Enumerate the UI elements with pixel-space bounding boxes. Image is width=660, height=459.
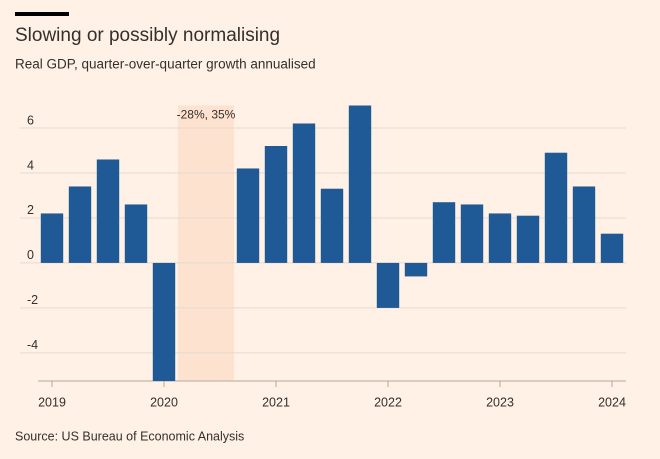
x-tick-label: 2024 <box>598 395 626 409</box>
bar <box>460 204 484 263</box>
bar <box>404 262 428 277</box>
bar <box>376 262 400 308</box>
bar <box>96 159 120 263</box>
bar <box>124 204 148 263</box>
y-tick-label: 0 <box>27 248 34 262</box>
bar <box>236 168 260 263</box>
x-tick-label: 2022 <box>374 395 402 409</box>
chart-subtitle: Real GDP, quarter-over-quarter growth an… <box>15 57 316 72</box>
bar <box>320 188 344 263</box>
x-tick-label: 2019 <box>38 395 66 409</box>
annotation: -28%, 35% <box>177 108 236 122</box>
x-tick-label: 2020 <box>150 395 178 409</box>
y-tick-label: 2 <box>27 203 34 217</box>
bar <box>292 123 316 263</box>
bar <box>516 215 540 263</box>
bar <box>600 233 624 263</box>
bar <box>264 145 288 263</box>
y-tick-label: -4 <box>27 338 38 352</box>
bar <box>572 186 596 263</box>
bar <box>488 213 512 263</box>
bar <box>432 202 456 263</box>
bar <box>544 152 568 263</box>
bar <box>152 262 176 381</box>
source: Source: US Bureau of Economic Analysis <box>15 429 244 443</box>
highlight-band <box>178 105 234 381</box>
bar <box>348 105 372 263</box>
bar <box>68 186 92 263</box>
chart-title: Slowing or possibly normalising <box>15 25 280 46</box>
x-tick-label: 2023 <box>486 395 514 409</box>
y-tick-label: 4 <box>27 158 34 172</box>
title-rule <box>15 12 69 16</box>
bar <box>40 213 64 263</box>
y-tick-label: -2 <box>27 293 38 307</box>
x-tick-label: 2021 <box>262 395 290 409</box>
y-tick-label: 6 <box>27 113 34 127</box>
